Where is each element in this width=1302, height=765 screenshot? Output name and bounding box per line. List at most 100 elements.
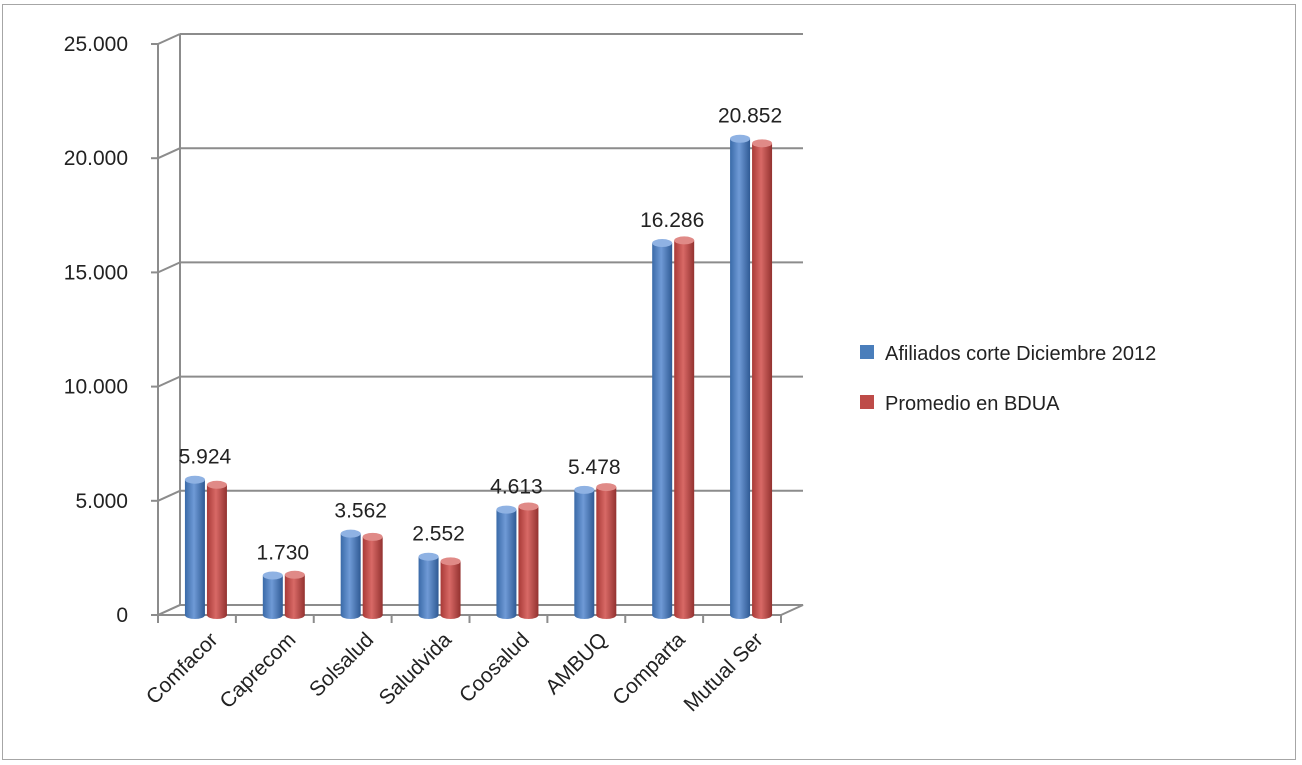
bar-top (362, 532, 383, 541)
bar (340, 529, 361, 619)
bar-body (652, 243, 673, 615)
bar-base (206, 611, 227, 619)
bar-top (284, 570, 305, 579)
bar-body (262, 575, 283, 615)
bar-base (284, 611, 305, 619)
gridline-depth (157, 375, 181, 388)
legend-swatch (860, 345, 874, 359)
data-label: 3.562 (334, 500, 387, 523)
data-label: 1.730 (257, 541, 310, 564)
data-label: 5.478 (568, 456, 621, 479)
y-tick-label: 10.000 (64, 376, 128, 399)
y-tick-label: 15.000 (64, 261, 128, 284)
chart-frame: 0 5.000 10.000 15.000 20.000 25.000 5.924 1.73… (2, 4, 1296, 760)
y-tick-label: 5.000 (75, 490, 128, 513)
bar-top (596, 483, 617, 492)
bars (184, 134, 773, 619)
bar-body (596, 487, 617, 615)
bar-chart: 0 5.000 10.000 15.000 20.000 25.000 5.924 1.73… (64, 33, 1156, 716)
bar (518, 502, 539, 619)
bar (752, 139, 773, 619)
bar-top (340, 529, 361, 538)
x-tick-label: AMBUQ (541, 628, 612, 699)
gridline-depth (157, 33, 181, 45)
x-tick-label: Caprecom (216, 628, 301, 713)
bar-base (674, 611, 695, 619)
bar-top (262, 571, 283, 580)
bar (262, 571, 283, 619)
data-labels: 5.924 1.730 3.562 2.552 4.613 5.478 16.286 20.8… (179, 105, 783, 565)
bar-body (752, 143, 773, 615)
axes (151, 34, 804, 623)
bar-top (674, 236, 695, 245)
bar-base (440, 611, 461, 619)
y-tick-label: 0 (116, 604, 128, 627)
x-tick-label: Mutual Ser (680, 628, 768, 716)
gridline-depth (157, 261, 181, 274)
bar-top (184, 475, 205, 484)
bar-base (362, 611, 383, 619)
bar-body (340, 533, 361, 615)
bar-body (184, 479, 205, 615)
bar (730, 134, 751, 619)
bar (674, 236, 695, 619)
bar-body (574, 489, 595, 615)
bar-body (418, 556, 439, 615)
bar-base (518, 611, 539, 619)
data-label: 5.924 (179, 446, 232, 469)
bar-body (730, 138, 751, 615)
bar-body (284, 574, 305, 615)
bar-top (752, 139, 773, 148)
bar (284, 570, 305, 619)
bar-top (518, 502, 539, 511)
bar-base (730, 611, 751, 619)
legend-item: Promedio en BDUA (860, 393, 1060, 415)
bar (652, 239, 673, 619)
bar-top (418, 552, 439, 561)
bar (206, 480, 227, 619)
bar (440, 557, 461, 619)
bar-top (574, 485, 595, 494)
legend-swatch (860, 395, 874, 409)
bar-base (752, 611, 773, 619)
x-tick-label: Solsalud (305, 628, 378, 701)
legend-label: Promedio en BDUA (885, 393, 1060, 415)
bar-base (496, 611, 517, 619)
legend-item: Afiliados corte Diciembre 2012 (860, 343, 1156, 365)
data-label: 4.613 (490, 476, 543, 499)
bar-top (496, 505, 517, 514)
x-tick-label: Coosalud (455, 628, 534, 707)
bar-base (418, 611, 439, 619)
bar (184, 475, 205, 619)
bar-body (206, 484, 227, 615)
y-tick-label: 20.000 (64, 147, 128, 170)
gridline-depth (157, 489, 181, 502)
bar-body (674, 240, 695, 615)
bar-body (496, 509, 517, 615)
x-tick-label: Comfacor (142, 628, 223, 709)
bar (574, 485, 595, 619)
x-tick-label: Comparta (608, 628, 690, 710)
bar-base (262, 611, 283, 619)
bar (418, 552, 439, 619)
bar-top (206, 480, 227, 489)
bar-base (184, 611, 205, 619)
bar-top (652, 239, 673, 248)
legend: Afiliados corte Diciembre 2012 Promedio e… (860, 343, 1156, 415)
chart-floor (157, 604, 804, 616)
x-tick-label: Saludvida (375, 628, 457, 710)
bar (496, 505, 517, 619)
data-label: 16.286 (640, 209, 704, 232)
y-tick-label: 25.000 (64, 33, 128, 56)
bar-body (362, 536, 383, 615)
gridline-depth (157, 147, 181, 160)
gridlines (157, 33, 803, 616)
legend-label: Afiliados corte Diciembre 2012 (885, 343, 1156, 365)
bar (596, 483, 617, 619)
bar-body (518, 506, 539, 615)
bar (362, 532, 383, 619)
data-label: 2.552 (412, 523, 465, 546)
bar-body (440, 561, 461, 615)
bar-base (574, 611, 595, 619)
